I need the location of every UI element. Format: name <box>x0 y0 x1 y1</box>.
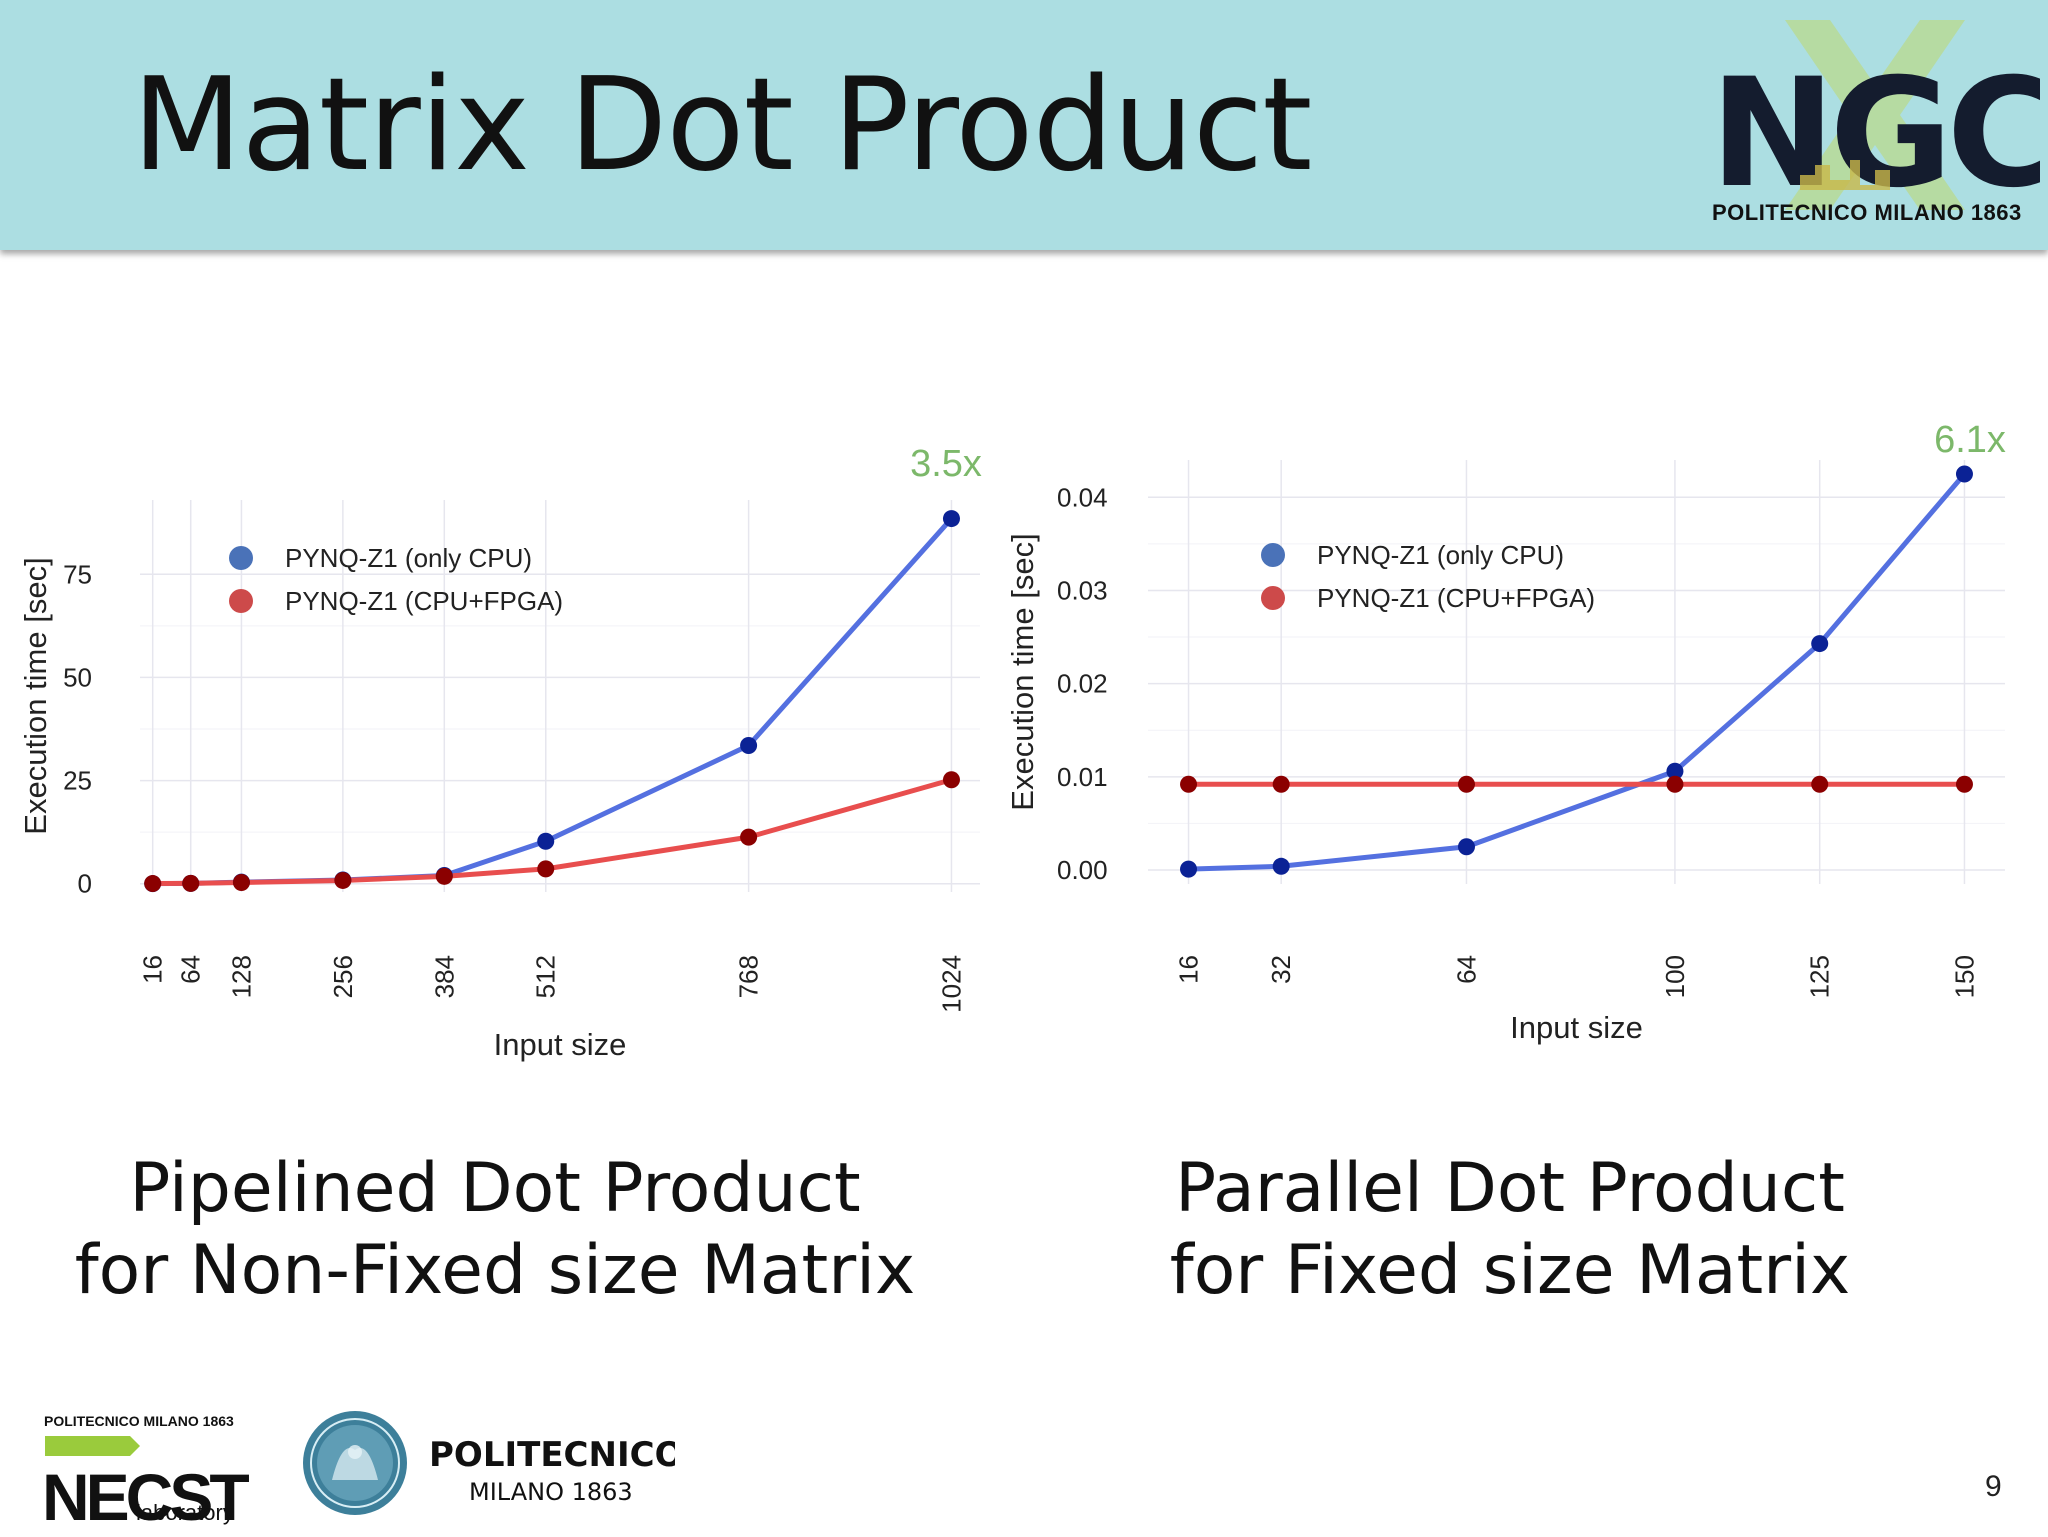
cpu-data-point <box>1955 465 1973 483</box>
x-tick-label: 100 <box>1660 955 1690 998</box>
legend-fpga-swatch <box>1261 586 1285 610</box>
right-chart: 0.00 0.01 0.02 0.03 0.04 16 32 64 100 125 150 Input… <box>1005 400 2045 1060</box>
chart-legend: PYNQ-Z1 (only CPU) PYNQ-Z1 (CPU+FPGA) <box>1261 540 1595 613</box>
y-tick-label: 0.03 <box>1057 575 1108 605</box>
legend-fpga-label: PYNQ-Z1 (CPU+FPGA) <box>285 586 563 616</box>
fpga-data-point <box>740 828 758 846</box>
cpu-data-point <box>1272 857 1290 875</box>
polimi-line1: POLITECNICO <box>429 1435 675 1475</box>
x-tick-label: 64 <box>1451 955 1481 984</box>
necst-top-text: POLITECNICO MILANO 1863 <box>44 1413 234 1429</box>
necst-sub-text: laboratory <box>136 1500 234 1525</box>
cpu-data-point <box>1457 838 1475 856</box>
y-axis-label: Execution time [sec] <box>1005 533 1040 810</box>
x-tick-label: 16 <box>1174 955 1204 984</box>
x-tick-label: 512 <box>531 955 561 998</box>
ngc-mark-text: NGC <box>1710 47 2040 221</box>
left-caption-line1: Pipelined Dot Product <box>129 1149 861 1228</box>
y-tick-label: 0.02 <box>1057 669 1108 699</box>
grid-lines <box>1148 460 2005 884</box>
fpga-data-point <box>1955 775 1973 793</box>
right-caption-line1: Parallel Dot Product <box>1175 1149 1845 1228</box>
left-chart-svg: 0 25 50 75 16 64 128 256 384 512 768 1024 Input size… <box>18 443 982 1062</box>
right-caption: Parallel Dot Product for Fixed size Matr… <box>1080 1148 1940 1312</box>
y-axis-label: Execution time [sec] <box>18 557 53 834</box>
fpga-data-point <box>537 860 555 878</box>
fpga-data-point <box>1666 775 1684 793</box>
ngc-logo: NGC <box>1710 20 2040 221</box>
x-tick-label: 125 <box>1805 955 1835 998</box>
fpga-data-point <box>435 867 453 885</box>
right-chart-svg: 0.00 0.01 0.02 0.03 0.04 16 32 64 100 125 150 Input… <box>1005 419 2006 1045</box>
fpga-data-point <box>182 874 200 892</box>
cpu-data-point <box>942 510 960 528</box>
x-tick-label: 768 <box>734 955 764 998</box>
cpu-series-line <box>1188 472 1967 872</box>
left-caption: Pipelined Dot Product for Non-Fixed size… <box>60 1148 930 1312</box>
legend-fpga-swatch <box>229 589 253 613</box>
x-tick-label: 32 <box>1266 955 1296 984</box>
y-tick-label: 50 <box>63 662 92 692</box>
right-caption-line2: for Fixed size Matrix <box>1169 1231 1851 1310</box>
legend-cpu-label: PYNQ-Z1 (only CPU) <box>285 543 532 573</box>
left-caption-line2: for Non-Fixed size Matrix <box>74 1231 916 1310</box>
y-tick-label: 0 <box>78 869 92 899</box>
fpga-data-point <box>232 874 250 892</box>
legend-cpu-label: PYNQ-Z1 (only CPU) <box>1317 540 1564 570</box>
x-tick-label: 256 <box>328 955 358 998</box>
y-tick-label: 0.00 <box>1057 855 1108 885</box>
cpu-data-point <box>1811 635 1829 653</box>
chart-legend: PYNQ-Z1 (only CPU) PYNQ-Z1 (CPU+FPGA) <box>229 543 563 616</box>
x-tick-label: 1024 <box>936 955 966 1013</box>
y-tick-label: 0.01 <box>1057 762 1108 792</box>
ngc-subtitle: POLITECNICO MILANO 1863 <box>1712 200 2022 225</box>
fpga-data-point <box>144 875 162 893</box>
speedup-annotation: 3.5x <box>910 443 982 485</box>
cpu-data-point <box>1180 860 1198 878</box>
fpga-data-point <box>1180 775 1198 793</box>
polimi-seal-icon <box>303 1411 407 1515</box>
necst-arrow-shape <box>45 1436 140 1456</box>
y-tick-label: 25 <box>63 766 92 796</box>
cpu-series-line <box>152 516 954 887</box>
polimi-line2: MILANO 1863 <box>469 1478 633 1506</box>
necst-mark-text: NECST <box>42 1460 249 1528</box>
grid-lines <box>140 500 980 892</box>
fpga-data-point <box>1457 775 1475 793</box>
legend-cpu-swatch <box>229 546 253 570</box>
x-tick-label: 64 <box>176 955 206 984</box>
slide-header: Matrix Dot Product NGC POLITECNICO MILAN… <box>0 0 2048 250</box>
fpga-data-point <box>942 771 960 789</box>
cpu-data-point <box>1666 762 1684 780</box>
left-chart: 0 25 50 75 16 64 128 256 384 512 768 1024 Input size… <box>0 420 1010 1080</box>
y-tick-label: 0.04 <box>1057 482 1108 512</box>
fpga-data-point <box>1272 775 1290 793</box>
slide-title: Matrix Dot Product <box>132 51 1312 200</box>
cpu-data-point <box>740 737 758 755</box>
polimi-logo: POLITECNICO MILANO 1863 <box>429 1435 675 1506</box>
x-tick-label: 16 <box>138 955 168 984</box>
x-tick-label: 150 <box>1949 955 1979 998</box>
x-axis-label: Input size <box>1510 1010 1643 1045</box>
fpga-data-point <box>1811 775 1829 793</box>
page-number: 9 <box>1985 1470 2002 1503</box>
necst-logo: POLITECNICO MILANO 1863 NECST laboratory <box>42 1413 253 1528</box>
cpu-data-point <box>537 832 555 850</box>
fpga-data-point <box>334 871 352 889</box>
x-axis-label: Input size <box>494 1027 627 1062</box>
legend-cpu-swatch <box>1261 543 1285 567</box>
y-tick-label: 75 <box>63 559 92 589</box>
x-tick-label: 128 <box>226 955 256 998</box>
legend-fpga-label: PYNQ-Z1 (CPU+FPGA) <box>1317 583 1595 613</box>
speedup-annotation: 6.1x <box>1934 419 2006 461</box>
x-tick-label: 384 <box>429 955 459 998</box>
